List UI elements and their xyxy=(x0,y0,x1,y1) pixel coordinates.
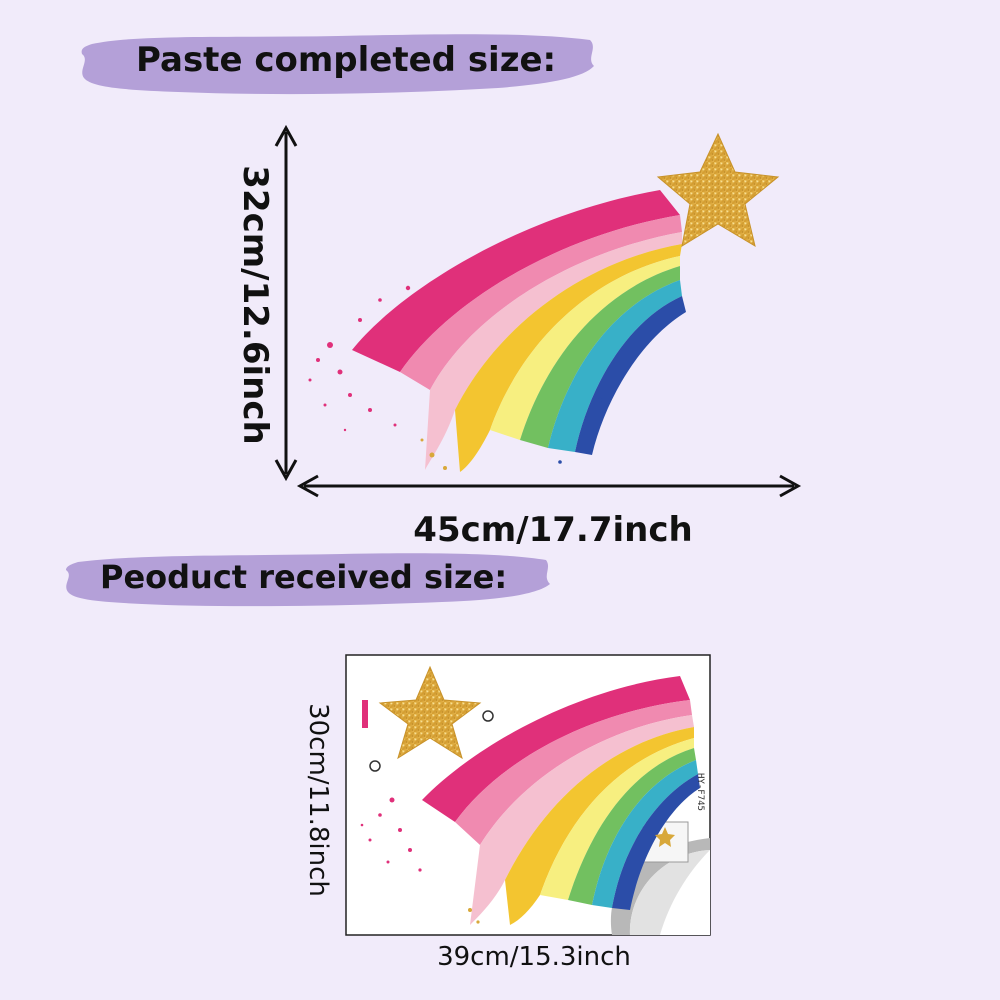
star-icon xyxy=(378,665,482,760)
rainbow-icon xyxy=(360,676,700,925)
star-icon xyxy=(656,132,780,248)
height-arrow-icon xyxy=(274,124,298,482)
received-size-banner: Peoduct received size: xyxy=(62,548,552,610)
completed-size-banner: Paste completed size: xyxy=(78,26,598,100)
received-size-title: Peoduct received size: xyxy=(100,558,508,596)
width-arrow-icon xyxy=(296,474,802,498)
brush-stroke-shape xyxy=(66,553,550,607)
decoration-dot-icon xyxy=(369,710,494,772)
completed-height-label: 32cm/12.6inch xyxy=(235,165,275,445)
received-height-label: 30cm/11.8inch xyxy=(303,703,333,897)
received-width-label: 39cm/15.3inch xyxy=(437,942,631,972)
product-code-label: HY-F745 xyxy=(695,773,705,811)
star-icon xyxy=(655,827,675,847)
rainbow-icon xyxy=(308,190,686,472)
completed-width-label: 45cm/17.7inch xyxy=(413,510,693,550)
rainbow-edge-mark xyxy=(362,700,368,728)
brush-stroke-shape xyxy=(81,34,595,95)
completed-size-title: Paste completed size: xyxy=(136,40,557,80)
